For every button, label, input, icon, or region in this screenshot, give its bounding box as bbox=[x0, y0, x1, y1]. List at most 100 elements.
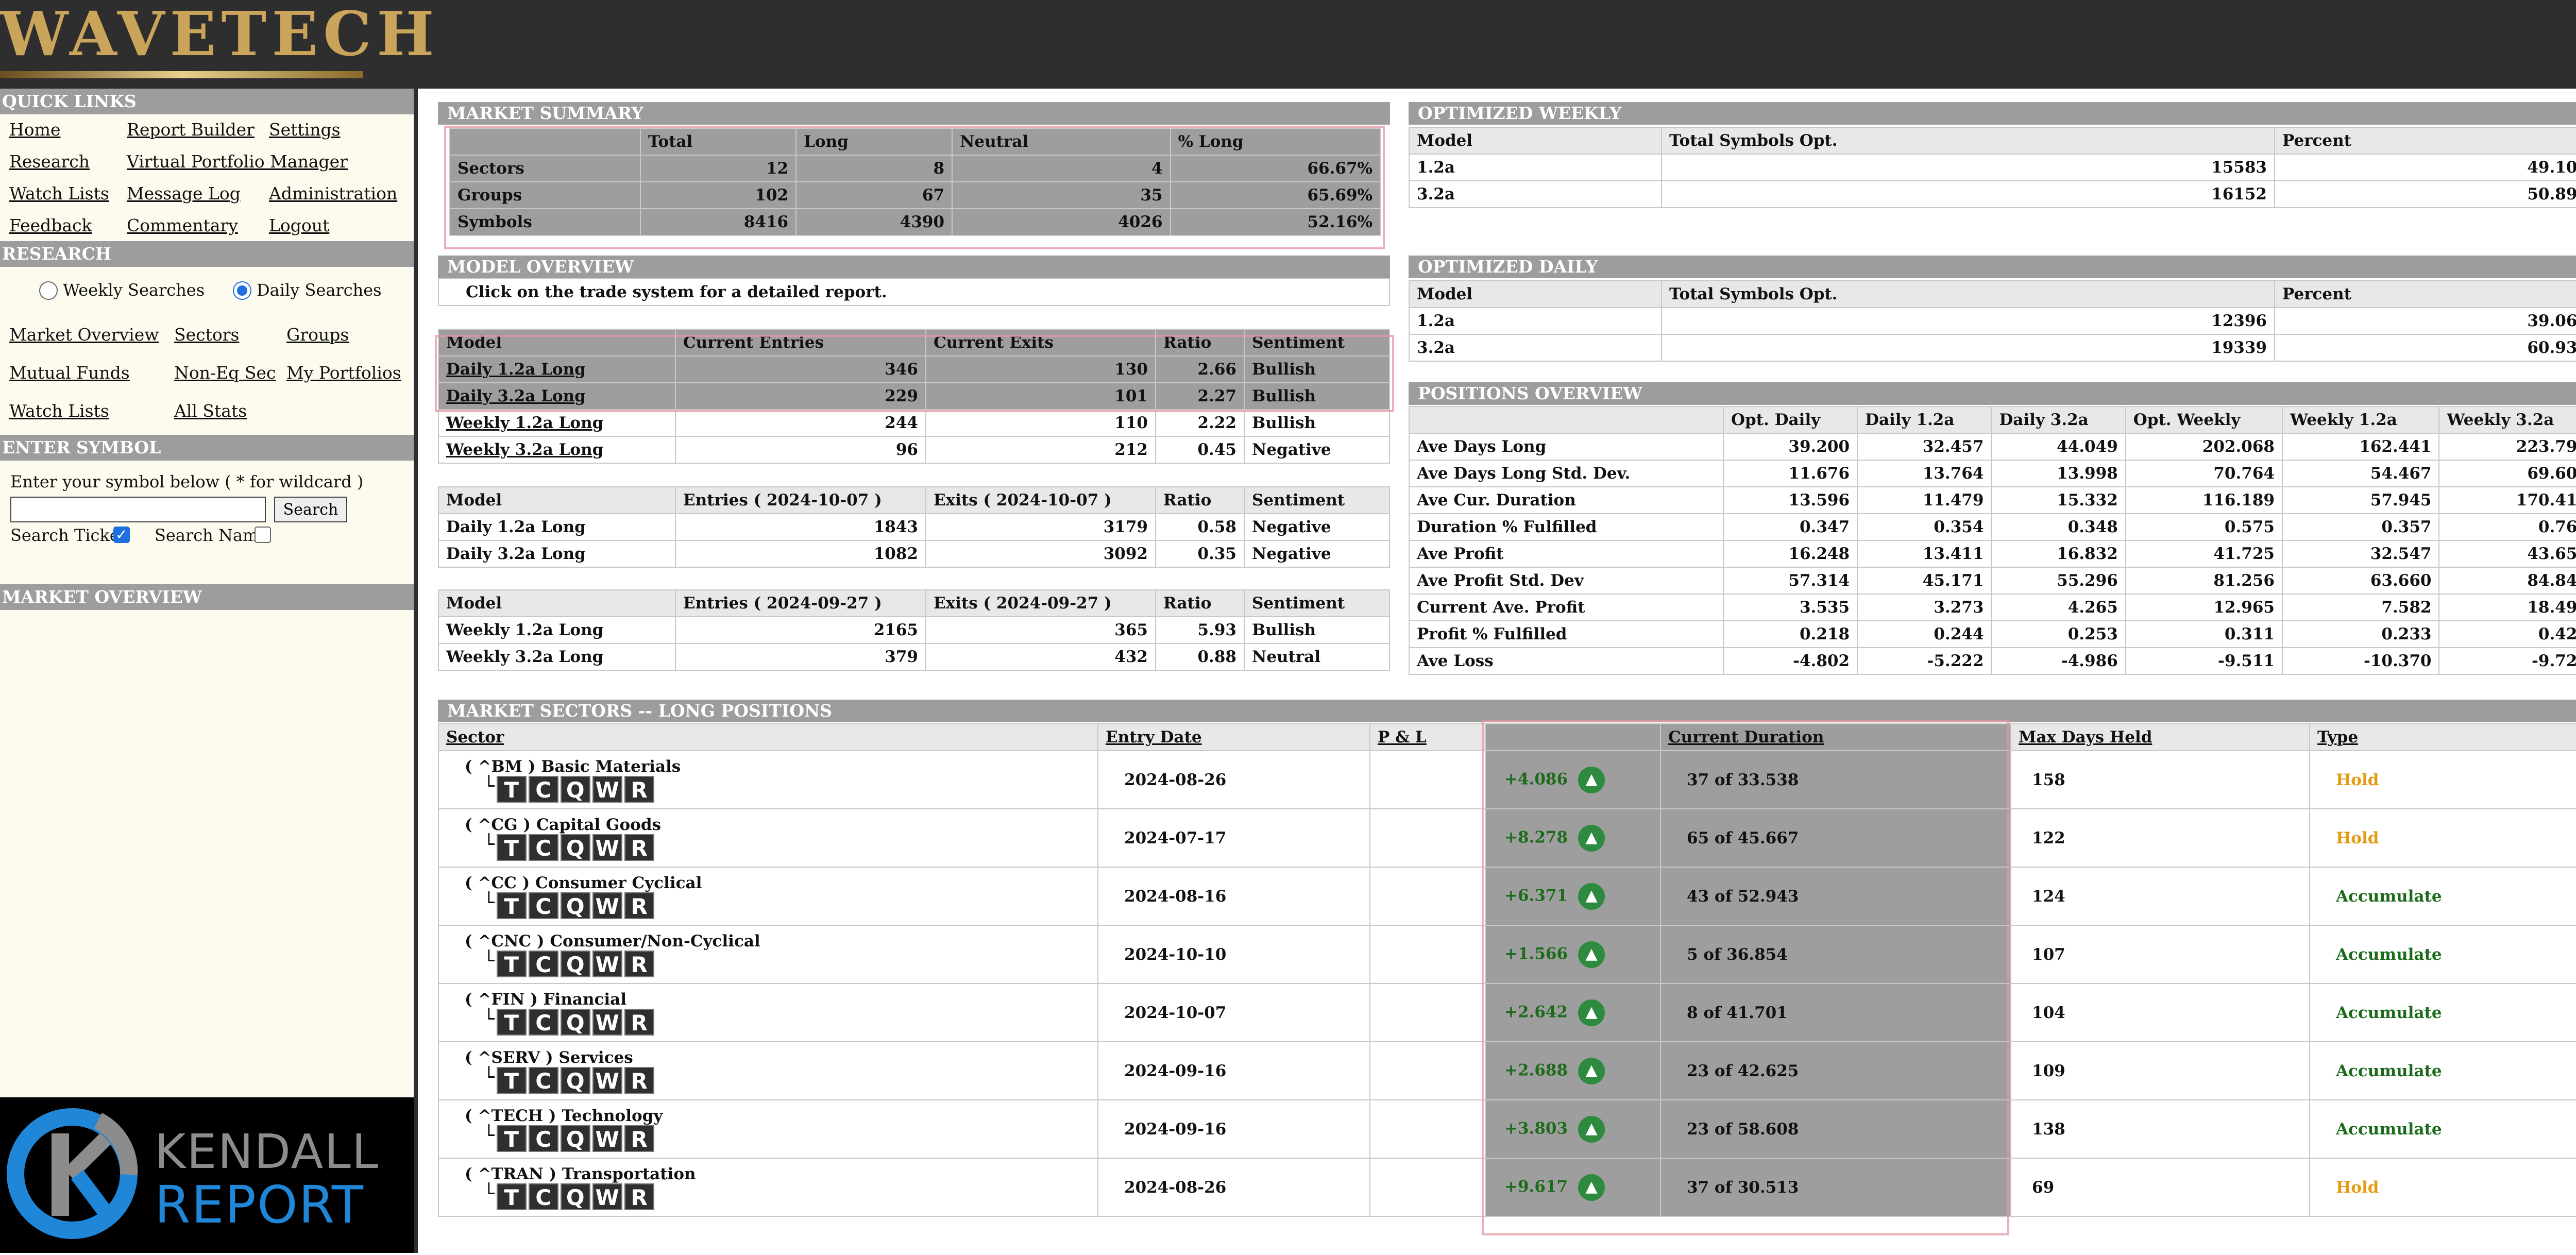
link-commentary[interactable]: Commentary bbox=[127, 215, 238, 235]
tool-button-c[interactable]: C bbox=[528, 1183, 558, 1210]
col-header: Sentiment bbox=[1244, 329, 1390, 357]
symbol-search-button[interactable]: Search bbox=[274, 497, 347, 522]
link-all-stats[interactable]: All Stats bbox=[174, 401, 247, 421]
tool-button-w[interactable]: W bbox=[592, 1066, 622, 1094]
cell: 57.945 bbox=[2281, 486, 2440, 514]
cell: 96 bbox=[675, 436, 926, 464]
tool-button-t[interactable]: T bbox=[496, 834, 527, 861]
tool-button-t[interactable]: T bbox=[496, 892, 527, 919]
tool-button-w[interactable]: W bbox=[592, 1183, 622, 1210]
symbol-search-input[interactable] bbox=[10, 497, 266, 522]
tool-button-t[interactable]: T bbox=[496, 950, 527, 977]
link-groups[interactable]: Groups bbox=[286, 325, 349, 345]
tool-button-r[interactable]: R bbox=[624, 1008, 654, 1036]
tool-button-c[interactable]: C bbox=[528, 1008, 558, 1036]
wavetech-logo[interactable]: WAVETECH bbox=[0, 0, 434, 83]
trend-up-icon: ▲ bbox=[1578, 1115, 1605, 1143]
max-days-held: 104 bbox=[2010, 983, 2310, 1042]
sort-sector[interactable]: Sector bbox=[438, 723, 1098, 751]
tool-button-c[interactable]: C bbox=[528, 892, 558, 919]
model-link-daily-3-2a[interactable]: Daily 3.2a Long bbox=[438, 382, 676, 410]
daily-searches-radio[interactable] bbox=[233, 281, 251, 300]
link-mutual-funds[interactable]: Mutual Funds bbox=[9, 363, 130, 383]
tool-button-w[interactable]: W bbox=[592, 950, 622, 977]
link-watch-lists[interactable]: Watch Lists bbox=[9, 183, 109, 203]
top-bar: WAVETECH bbox=[0, 0, 2576, 89]
tool-button-c[interactable]: C bbox=[528, 775, 558, 803]
cell: Bullish bbox=[1244, 616, 1390, 644]
sector-row: ( ^TECH ) Technology └ T C Q W R 2024-09-16 +3.8… bbox=[438, 1099, 2576, 1159]
link-feedback[interactable]: Feedback bbox=[9, 215, 92, 235]
sort-pnl[interactable]: P & L bbox=[1369, 723, 1486, 751]
tool-button-q[interactable]: Q bbox=[560, 892, 590, 919]
link-non-eq-sec[interactable]: Non-Eq Sec bbox=[174, 363, 276, 383]
link-report-builder[interactable]: Report Builder bbox=[127, 120, 255, 140]
tool-button-q[interactable]: Q bbox=[560, 1183, 590, 1210]
tool-button-q[interactable]: Q bbox=[560, 834, 590, 861]
sort-entry-date[interactable]: Entry Date bbox=[1097, 723, 1370, 751]
model-link-weekly-1-2a[interactable]: Weekly 1.2a Long bbox=[438, 409, 676, 437]
trend-up-icon: ▲ bbox=[1578, 1174, 1605, 1201]
tool-button-q[interactable]: Q bbox=[560, 1008, 590, 1036]
cell: 35 bbox=[952, 181, 1171, 209]
cell: 0.244 bbox=[1857, 620, 1992, 648]
tool-button-w[interactable]: W bbox=[592, 775, 622, 803]
link-research[interactable]: Research bbox=[9, 151, 90, 172]
tool-button-r[interactable]: R bbox=[624, 834, 654, 861]
sort-current-duration[interactable]: Current Duration bbox=[1660, 723, 2011, 751]
tool-button-w[interactable]: W bbox=[592, 1125, 622, 1152]
tool-button-w[interactable]: W bbox=[592, 1008, 622, 1036]
model-link-daily-1-2a[interactable]: Daily 1.2a Long bbox=[438, 355, 676, 383]
link-market-overview[interactable]: Market Overview bbox=[9, 325, 159, 345]
optimized-weekly-heading: OPTIMIZED WEEKLY bbox=[1409, 102, 2576, 125]
kendall-report-logo[interactable]: KENDALL REPORT bbox=[0, 1097, 415, 1253]
link-message-log[interactable]: Message Log bbox=[127, 183, 241, 203]
tool-button-t[interactable]: T bbox=[496, 1066, 527, 1094]
tool-button-r[interactable]: R bbox=[624, 950, 654, 977]
sector-row: ( ^SERV ) Services └ T C Q W R 2024-09-16 +2.688… bbox=[438, 1041, 2576, 1100]
link-my-portfolios[interactable]: My Portfolios bbox=[286, 363, 401, 383]
tool-button-r[interactable]: R bbox=[624, 775, 654, 803]
tool-button-t[interactable]: T bbox=[496, 1183, 527, 1210]
link-logout[interactable]: Logout bbox=[269, 215, 330, 235]
tool-button-q[interactable]: Q bbox=[560, 775, 590, 803]
cell: 11.676 bbox=[1722, 460, 1858, 487]
tool-button-q[interactable]: Q bbox=[560, 950, 590, 977]
cell: 32.547 bbox=[2281, 540, 2440, 568]
tool-button-t[interactable]: T bbox=[496, 1125, 527, 1152]
tool-button-q[interactable]: Q bbox=[560, 1066, 590, 1094]
search-name-checkbox[interactable] bbox=[255, 527, 271, 543]
tool-button-r[interactable]: R bbox=[624, 892, 654, 919]
col-header: Entries ( 2024-09-27 ) bbox=[675, 589, 926, 617]
model-link-weekly-3-2a[interactable]: Weekly 3.2a Long bbox=[438, 436, 676, 464]
col-header bbox=[1485, 723, 1661, 751]
tool-button-c[interactable]: C bbox=[528, 950, 558, 977]
col-header: Weekly 1.2a bbox=[2281, 406, 2440, 434]
tool-button-r[interactable]: R bbox=[624, 1183, 654, 1210]
link-virtual-portfolio-manager[interactable]: Virtual Portfolio Manager bbox=[127, 151, 348, 172]
position-type: Hold bbox=[2309, 808, 2576, 868]
tool-button-c[interactable]: C bbox=[528, 834, 558, 861]
link-research-watch-lists[interactable]: Watch Lists bbox=[9, 401, 109, 421]
tool-button-c[interactable]: C bbox=[528, 1066, 558, 1094]
tool-button-c[interactable]: C bbox=[528, 1125, 558, 1152]
cell: 55.296 bbox=[1991, 567, 2126, 595]
sector-row: ( ^TRAN ) Transportation └ T C Q W R 2024-08-26… bbox=[438, 1158, 2576, 1217]
tool-button-r[interactable]: R bbox=[624, 1125, 654, 1152]
link-administration[interactable]: Administration bbox=[269, 183, 398, 203]
tool-button-w[interactable]: W bbox=[592, 834, 622, 861]
search-ticker-checkbox[interactable]: ✓ bbox=[113, 527, 130, 543]
tool-button-t[interactable]: T bbox=[496, 1008, 527, 1036]
tool-button-w[interactable]: W bbox=[592, 892, 622, 919]
change-value: +2.642 bbox=[1504, 1003, 1568, 1021]
model-overview-note: Click on the trade system for a detailed… bbox=[438, 278, 1390, 306]
tool-button-r[interactable]: R bbox=[624, 1066, 654, 1094]
link-sectors[interactable]: Sectors bbox=[174, 325, 240, 345]
tool-button-t[interactable]: T bbox=[496, 775, 527, 803]
link-settings[interactable]: Settings bbox=[269, 120, 341, 140]
sort-type[interactable]: Type bbox=[2309, 723, 2576, 751]
weekly-searches-radio[interactable] bbox=[39, 281, 58, 300]
link-home[interactable]: Home bbox=[9, 120, 61, 140]
sort-max-days-held[interactable]: Max Days Held bbox=[2010, 723, 2310, 751]
tool-button-q[interactable]: Q bbox=[560, 1125, 590, 1152]
